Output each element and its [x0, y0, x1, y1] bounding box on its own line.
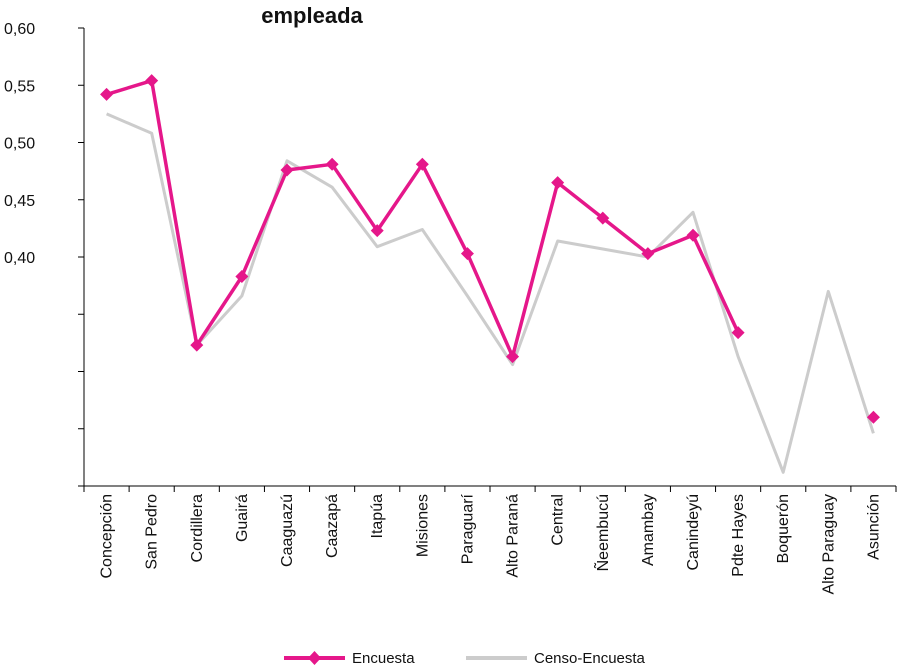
series-censo-encuesta: [106, 112, 875, 474]
x-tick-label: Central: [550, 494, 567, 546]
series-line: [106, 78, 740, 359]
x-tick-label: Canindeyú: [685, 494, 702, 571]
x-tick-label: Paraguarí: [459, 493, 476, 564]
x-tick-label: Cordillera: [189, 494, 206, 563]
data-point: [686, 228, 700, 242]
x-tick-label: Misiones: [414, 494, 431, 557]
data-point: [506, 350, 520, 364]
series-line: [106, 112, 875, 474]
data-point: [190, 338, 204, 352]
y-tick-label: 0,60: [4, 21, 35, 38]
x-tick-label: Guairá: [234, 494, 251, 542]
y-tick-label: 0,40: [4, 250, 35, 267]
data-point: [235, 269, 249, 283]
legend-encuesta-label: Encuesta: [352, 650, 415, 667]
data-point: [415, 157, 429, 171]
x-tick-label: Alto Paraguay: [820, 494, 837, 595]
x-tick-label: Itapúa: [369, 494, 386, 539]
x-tick-label: Asunción: [865, 494, 882, 560]
data-point: [641, 247, 655, 261]
y-tick-label: 0,50: [4, 136, 35, 153]
legend-censo-label: Censo-Encuesta: [534, 650, 646, 667]
x-tick-label: Boquerón: [775, 494, 792, 563]
y-tick-label: 0,55: [4, 78, 35, 95]
data-point: [370, 224, 384, 238]
x-tick-label: Amambay: [640, 494, 657, 566]
data-point: [145, 74, 159, 88]
series-encuesta: [100, 74, 880, 424]
series-layer: [100, 74, 880, 474]
y-tick-label: 0,45: [4, 193, 35, 210]
data-point: [551, 176, 565, 190]
data-point: [866, 410, 880, 424]
chart-title: empleada: [261, 3, 363, 28]
x-tick-label: Concepción: [99, 494, 116, 579]
x-tick-label: Alto Paraná: [505, 494, 522, 578]
legend: Encuesta Censo-Encuesta: [284, 650, 646, 667]
data-point: [100, 87, 114, 101]
data-point: [325, 157, 339, 171]
axes: 0,60 0,55 0,50 0,45 0,40 Concepción San Pedro C…: [4, 21, 897, 595]
x-tick-label: Pdte Hayes: [730, 494, 747, 577]
data-point: [731, 326, 745, 340]
data-point: [280, 163, 294, 177]
data-point: [596, 211, 610, 225]
data-point: [460, 247, 474, 261]
legend-encuesta-marker: [308, 651, 321, 665]
x-tick-label: Caazapá: [324, 494, 341, 558]
x-tick-label: San Pedro: [144, 494, 161, 570]
x-tick-label: Ñeembucú: [592, 494, 612, 571]
x-tick-label: Caaguazú: [279, 494, 296, 567]
